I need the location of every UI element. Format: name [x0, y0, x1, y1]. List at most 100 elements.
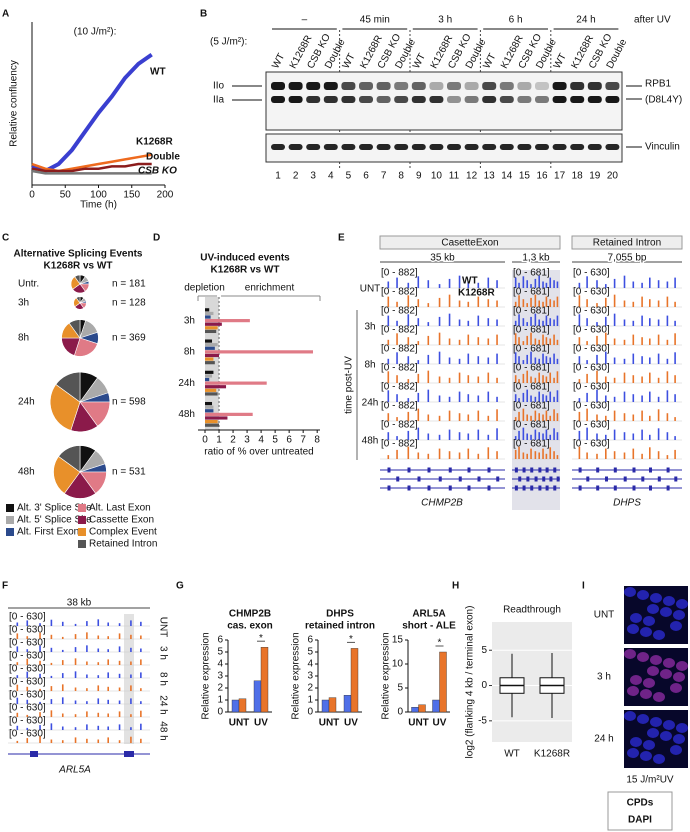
- track-peak: [50, 662, 53, 665]
- track-peak: [649, 277, 651, 288]
- track-peak: [538, 358, 540, 364]
- track-peak: [487, 318, 490, 326]
- pie-size: [73, 296, 87, 310]
- track-peak: [556, 390, 559, 402]
- track-peak: [657, 451, 660, 459]
- track-peak: [61, 684, 64, 691]
- track-peak: [61, 649, 64, 652]
- legend-swatch: [6, 504, 14, 512]
- track-peak: [666, 432, 669, 440]
- track-peak: [605, 376, 607, 383]
- track-peak: [458, 452, 461, 459]
- track-peak: [605, 415, 607, 421]
- pie-label: 48h: [18, 467, 35, 478]
- pie-count: n = 181: [112, 279, 146, 290]
- gene-label: CHMP2B: [421, 498, 463, 509]
- track-peak: [613, 429, 616, 440]
- exon: [530, 485, 534, 491]
- track-peak: [657, 353, 660, 364]
- exon: [538, 467, 542, 473]
- span-label: 35 kb: [430, 253, 455, 264]
- y-tick-label: 48h: [178, 409, 195, 420]
- track-peak: [448, 278, 451, 288]
- nucleus: [650, 717, 662, 727]
- exon: [542, 476, 546, 482]
- track-peak: [107, 636, 109, 639]
- track-peak: [130, 620, 132, 626]
- track-peak: [556, 371, 559, 383]
- exon: [657, 476, 661, 482]
- track-peak: [61, 636, 64, 639]
- track-peak: [74, 658, 77, 665]
- track-peak: [538, 391, 540, 402]
- track-peak: [16, 622, 19, 626]
- track-peak: [26, 636, 29, 639]
- track-peak: [666, 315, 669, 326]
- band: [411, 96, 426, 103]
- track-peak: [674, 301, 676, 307]
- band: [376, 82, 391, 90]
- track-peak: [530, 332, 532, 345]
- track-peak: [542, 394, 544, 402]
- nucleus: [650, 593, 662, 603]
- track-peak: [417, 276, 420, 288]
- track-peak: [39, 736, 41, 743]
- pie-label: Untr.: [18, 279, 39, 290]
- lane-number: 10: [431, 171, 443, 182]
- track-peak: [417, 373, 420, 383]
- track-peak: [605, 284, 607, 288]
- x-tick-label: 3: [244, 435, 250, 446]
- exon: [649, 467, 652, 473]
- track-peak: [140, 659, 142, 665]
- x-tick-label: 5: [272, 435, 278, 446]
- bar: [343, 695, 352, 713]
- track-peak: [130, 661, 132, 665]
- track-peak: [518, 379, 520, 383]
- band: [535, 96, 549, 103]
- track-peak: [674, 277, 676, 288]
- track-peak: [641, 453, 643, 459]
- panel-label: C: [2, 233, 9, 244]
- track-peak: [545, 296, 548, 307]
- track-peak: [518, 337, 520, 345]
- track-peak: [522, 373, 525, 383]
- band: [447, 96, 461, 103]
- track-peak: [496, 428, 498, 440]
- track-peak: [613, 410, 616, 421]
- track-peak: [623, 339, 626, 345]
- track-peak: [522, 276, 525, 288]
- x-tick-label: UNT: [408, 718, 429, 729]
- track-peak: [674, 417, 676, 421]
- track-peak: [107, 737, 109, 743]
- chart-title: retained intron: [305, 621, 375, 632]
- track-peak: [118, 711, 121, 717]
- track-peak: [538, 275, 540, 288]
- bar: [205, 377, 210, 382]
- track-scale: [0 - 630]: [573, 439, 610, 450]
- track-peak: [26, 620, 29, 626]
- track-scale: [0 - 681]: [513, 401, 550, 412]
- track-peak: [86, 621, 88, 626]
- track-peak: [657, 377, 660, 383]
- track-peak: [61, 726, 64, 730]
- band: [447, 82, 461, 90]
- band: [411, 144, 426, 150]
- track-peak: [61, 660, 64, 665]
- nucleus: [673, 734, 685, 744]
- track-peak: [448, 377, 451, 383]
- track-peak: [458, 319, 461, 326]
- track-peak: [556, 296, 559, 307]
- header-box: [571, 235, 683, 250]
- track-peak: [130, 698, 132, 704]
- track-peak: [467, 353, 470, 364]
- track-peak: [487, 391, 490, 402]
- track-peak: [545, 376, 548, 383]
- bar: [328, 697, 337, 713]
- bar: [205, 423, 220, 427]
- track-peak: [16, 697, 19, 704]
- track-peak: [632, 448, 635, 459]
- track-peak: [578, 379, 581, 383]
- chart-title: cas. exon: [227, 621, 273, 632]
- track-peak: [632, 281, 635, 288]
- track-peak: [487, 299, 490, 307]
